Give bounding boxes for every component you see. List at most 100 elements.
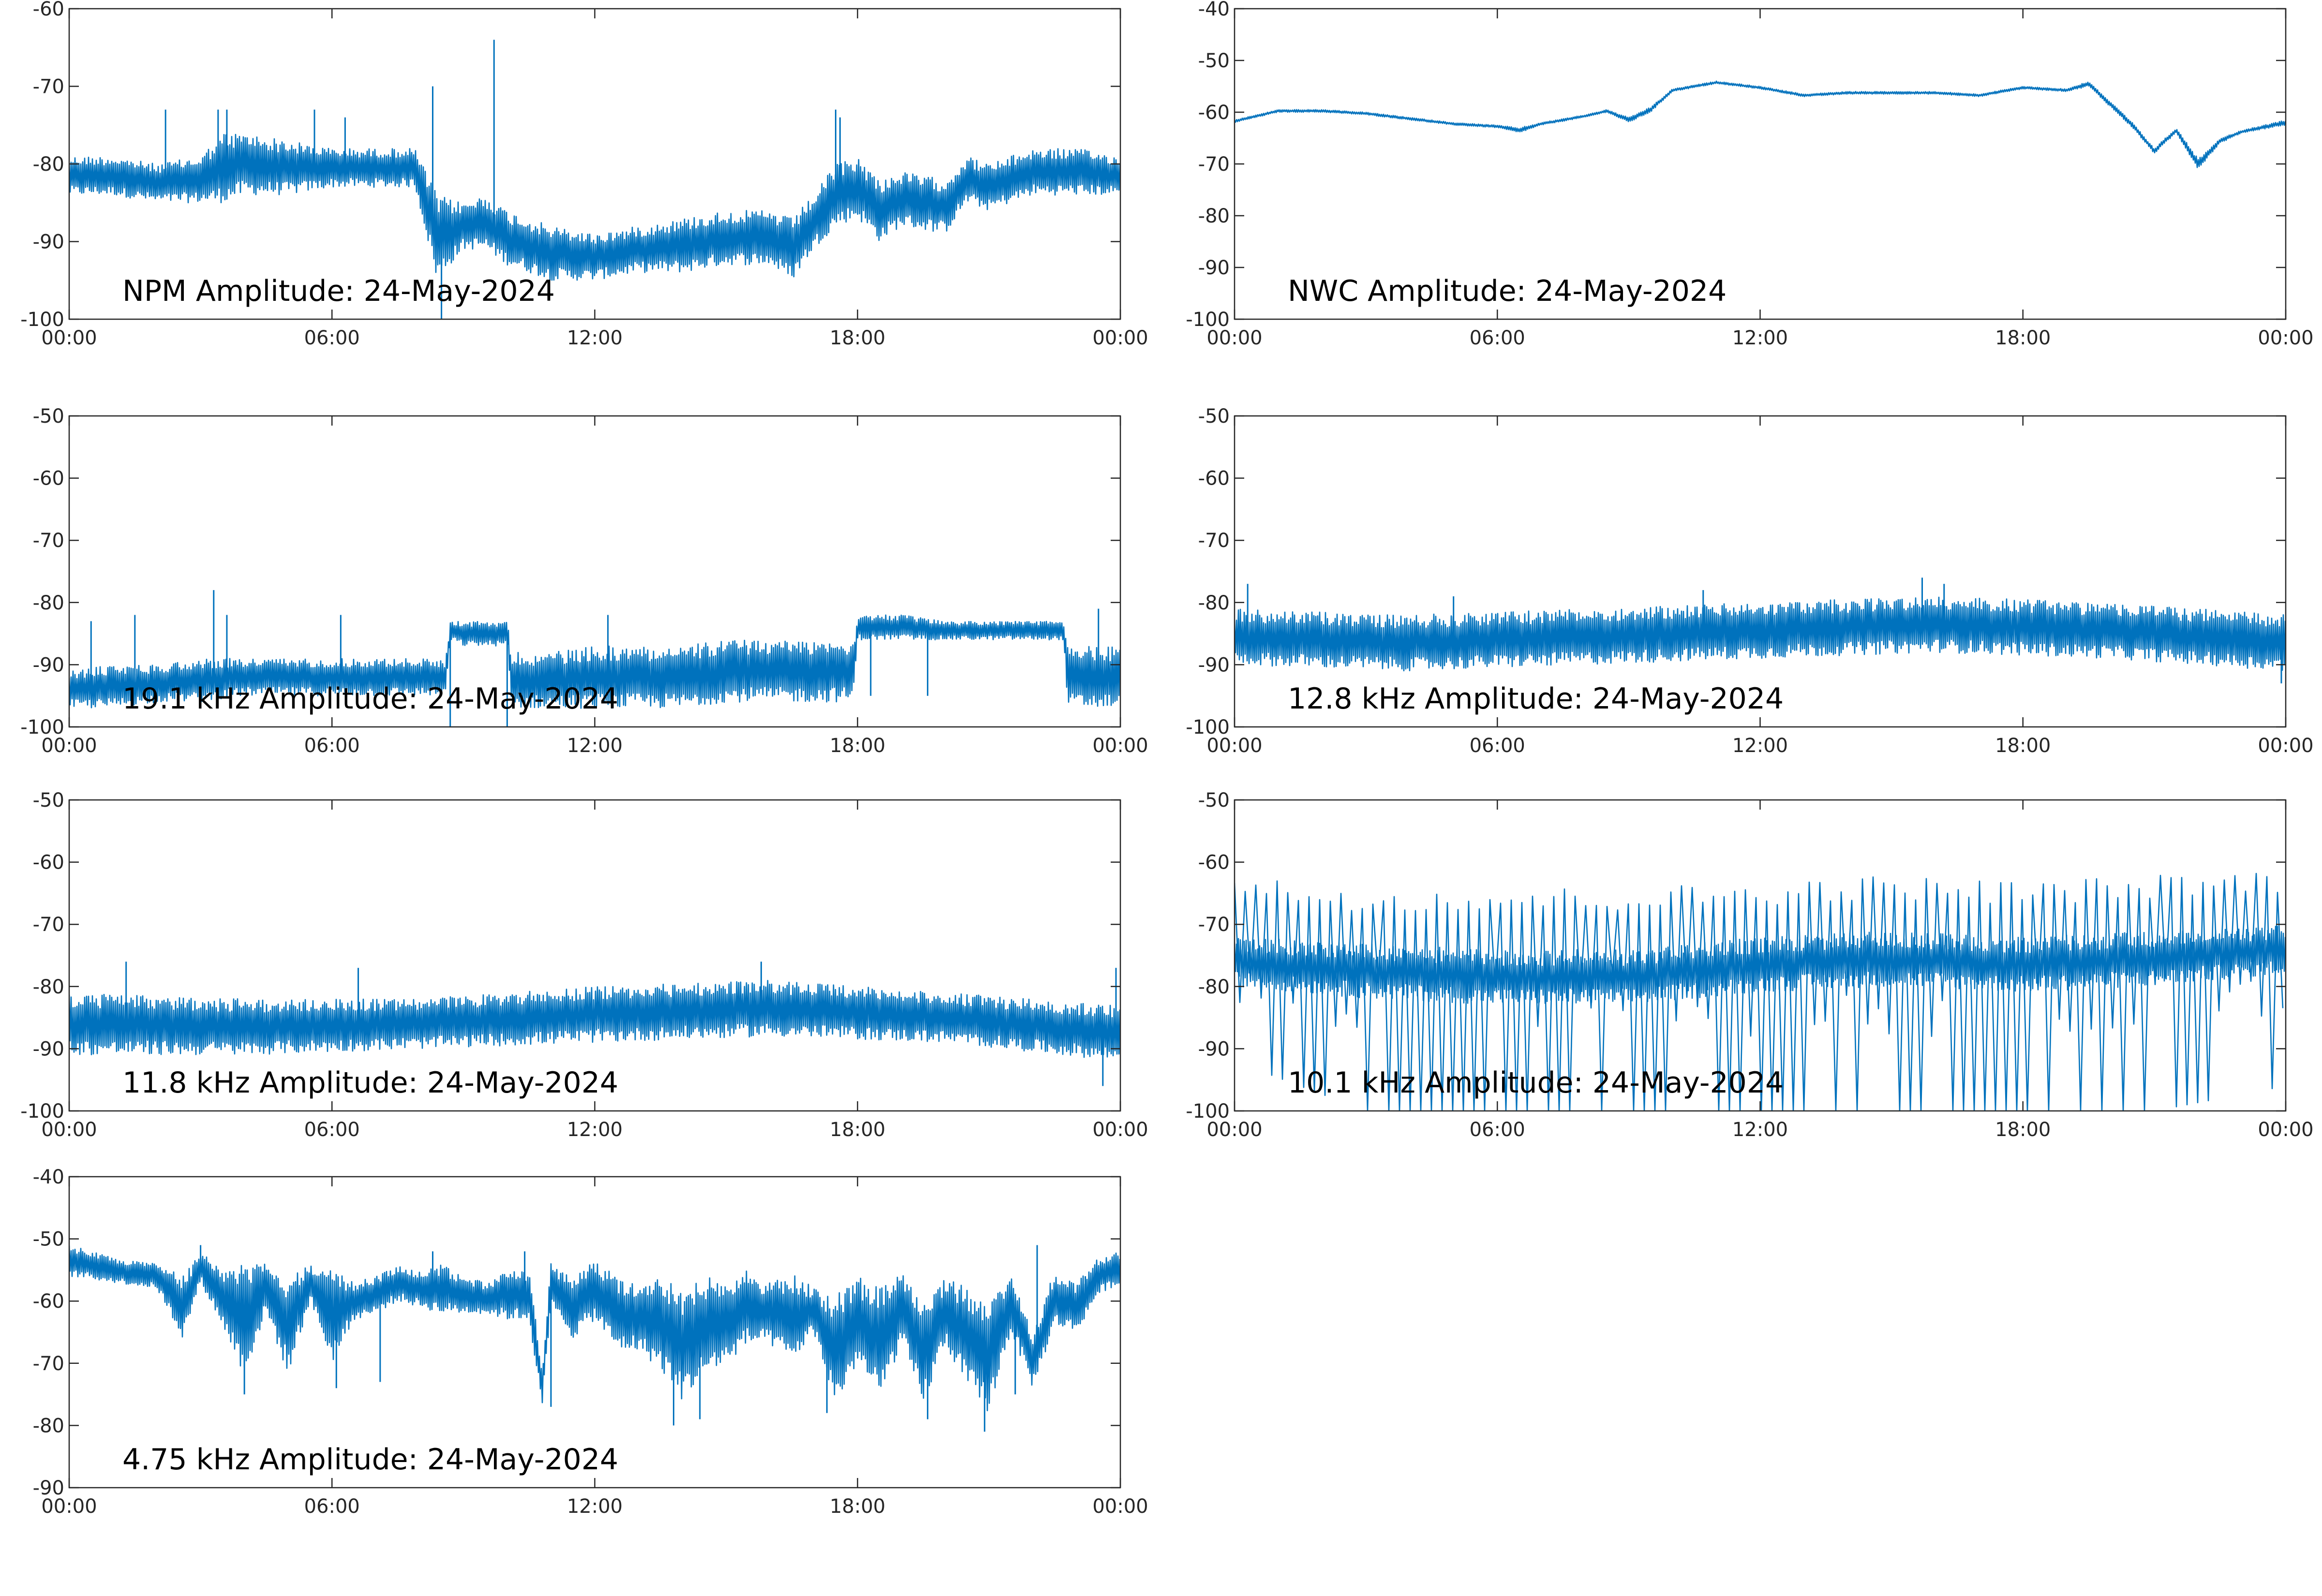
y-tick-label: -90 [33,1477,64,1499]
y-tick-label: -50 [1198,50,1230,72]
x-tick-label: 06:00 [1470,735,1525,757]
y-tick-label: -80 [33,153,64,176]
y-tick-label: -90 [1198,257,1230,279]
y-tick-label: -80 [33,976,64,998]
y-tick-label: -70 [33,76,64,98]
axes-box [1234,8,2287,320]
x-tick-label: 00:00 [2258,327,2313,349]
x-tick-label: 06:00 [304,1119,360,1141]
y-tick-label: -100 [1186,716,1230,739]
chart-title: NWC Amplitude: 24-May-2024 [1288,274,1727,308]
y-tick-label: -70 [33,914,64,936]
x-tick-label: 06:00 [304,1495,360,1518]
y-tick-label: -80 [33,1415,64,1437]
chart-title: 10.1 kHz Amplitude: 24-May-2024 [1288,1066,1784,1100]
chart-panel-7: 00:00 06:00 12:00 18:00 00:00-90-80-70-60-50… [33,1166,1148,1518]
x-tick-label: 00:00 [41,735,97,757]
y-tick-label: -40 [1198,0,1230,20]
y-tick-label: -60 [33,852,64,874]
chart-title: 4.75 kHz Amplitude: 24-May-2024 [122,1443,618,1477]
x-tick-label: 00:00 [1206,735,1262,757]
x-tick-label: 12:00 [567,1495,623,1518]
x-tick-label: 12:00 [1732,1119,1788,1141]
y-tick-label: -50 [1198,789,1230,812]
y-tick-label: -100 [1186,1100,1230,1123]
y-tick-label: -100 [20,1100,64,1123]
chart-panel-2: 00:00 06:00 12:00 18:00 00:00-100-90-80-70-6… [1186,0,2313,349]
y-tick-label: -80 [33,592,64,614]
y-tick-label: -100 [1186,309,1230,331]
y-tick-label: -50 [33,1228,64,1251]
y-tick-label: -70 [1198,530,1230,552]
chart-panel-6: 00:00 06:00 12:00 18:00 00:00-100-90-80-70-6… [1186,789,2313,1141]
x-tick-label: 18:00 [830,1495,885,1518]
x-tick-label: 12:00 [1732,327,1788,349]
chart-panel-5: 00:00 06:00 12:00 18:00 00:00-100-90-80-70-6… [20,789,1148,1141]
x-tick-label: 12:00 [567,327,623,349]
y-tick-label: -70 [33,1353,64,1375]
series-line [69,40,1120,319]
x-tick-label: 18:00 [1995,735,2051,757]
chart-title: NPM Amplitude: 24-May-2024 [122,274,555,308]
y-tick-label: -50 [1198,405,1230,428]
x-tick-label: 00:00 [41,1495,97,1518]
chart-title: 11.8 kHz Amplitude: 24-May-2024 [122,1066,618,1100]
y-tick-label: -90 [33,231,64,253]
y-tick-label: -60 [33,1290,64,1313]
x-tick-label: 00:00 [1092,735,1148,757]
x-tick-label: 00:00 [2258,1119,2313,1141]
x-tick-label: 00:00 [41,1119,97,1141]
x-tick-label: 12:00 [1732,735,1788,757]
x-tick-label: 18:00 [1995,327,2051,349]
y-tick-label: -60 [33,468,64,490]
chart-panel-1: 00:00 06:00 12:00 18:00 00:00-100-90-80-70-6… [20,0,1148,349]
y-tick-label: -90 [33,1038,64,1060]
y-tick-label: -50 [33,405,64,428]
axes-box [1234,415,2287,728]
y-tick-label: -60 [1198,102,1230,124]
x-tick-label: 18:00 [830,1119,885,1141]
y-tick-label: -60 [1198,468,1230,490]
y-tick-label: -90 [1198,654,1230,676]
y-tick-label: -90 [1198,1038,1230,1060]
x-tick-label: 06:00 [304,327,360,349]
x-tick-label: 06:00 [1470,327,1525,349]
series-line [1235,577,2286,683]
x-tick-label: 12:00 [567,1119,623,1141]
x-tick-label: 18:00 [830,327,885,349]
y-tick-label: -70 [33,530,64,552]
series-line [69,1245,1120,1432]
series-line [1235,80,2286,168]
x-tick-label: 00:00 [41,327,97,349]
x-tick-label: 00:00 [2258,735,2313,757]
y-tick-label: -80 [1198,205,1230,227]
x-tick-label: 06:00 [1470,1119,1525,1141]
x-tick-label: 06:00 [304,735,360,757]
x-tick-label: 00:00 [1206,327,1262,349]
series-line [1235,872,2286,1111]
x-tick-label: 00:00 [1092,1119,1148,1141]
x-tick-label: 12:00 [567,735,623,757]
y-tick-label: -60 [33,0,64,20]
y-tick-label: -80 [1198,976,1230,998]
x-tick-label: 00:00 [1206,1119,1262,1141]
y-tick-label: -100 [20,716,64,739]
axes-box [68,799,1121,1112]
series-line [69,590,1120,727]
y-tick-label: -70 [1198,153,1230,176]
series-line [69,961,1120,1086]
y-tick-label: -100 [20,309,64,331]
chart-title: 19.1 kHz Amplitude: 24-May-2024 [122,682,618,716]
x-tick-label: 18:00 [830,735,885,757]
x-tick-label: 18:00 [1995,1119,2051,1141]
y-tick-label: -50 [33,789,64,812]
y-tick-label: -60 [1198,852,1230,874]
chart-panel-3: 00:00 06:00 12:00 18:00 00:00-100-90-80-70-6… [20,405,1148,757]
x-tick-label: 00:00 [1092,1495,1148,1518]
y-tick-label: -80 [1198,592,1230,614]
y-tick-label: -40 [33,1166,64,1188]
y-tick-label: -90 [33,654,64,676]
x-tick-label: 00:00 [1092,327,1148,349]
chart-panel-4: 00:00 06:00 12:00 18:00 00:00-100-90-80-70-6… [1186,405,2313,757]
